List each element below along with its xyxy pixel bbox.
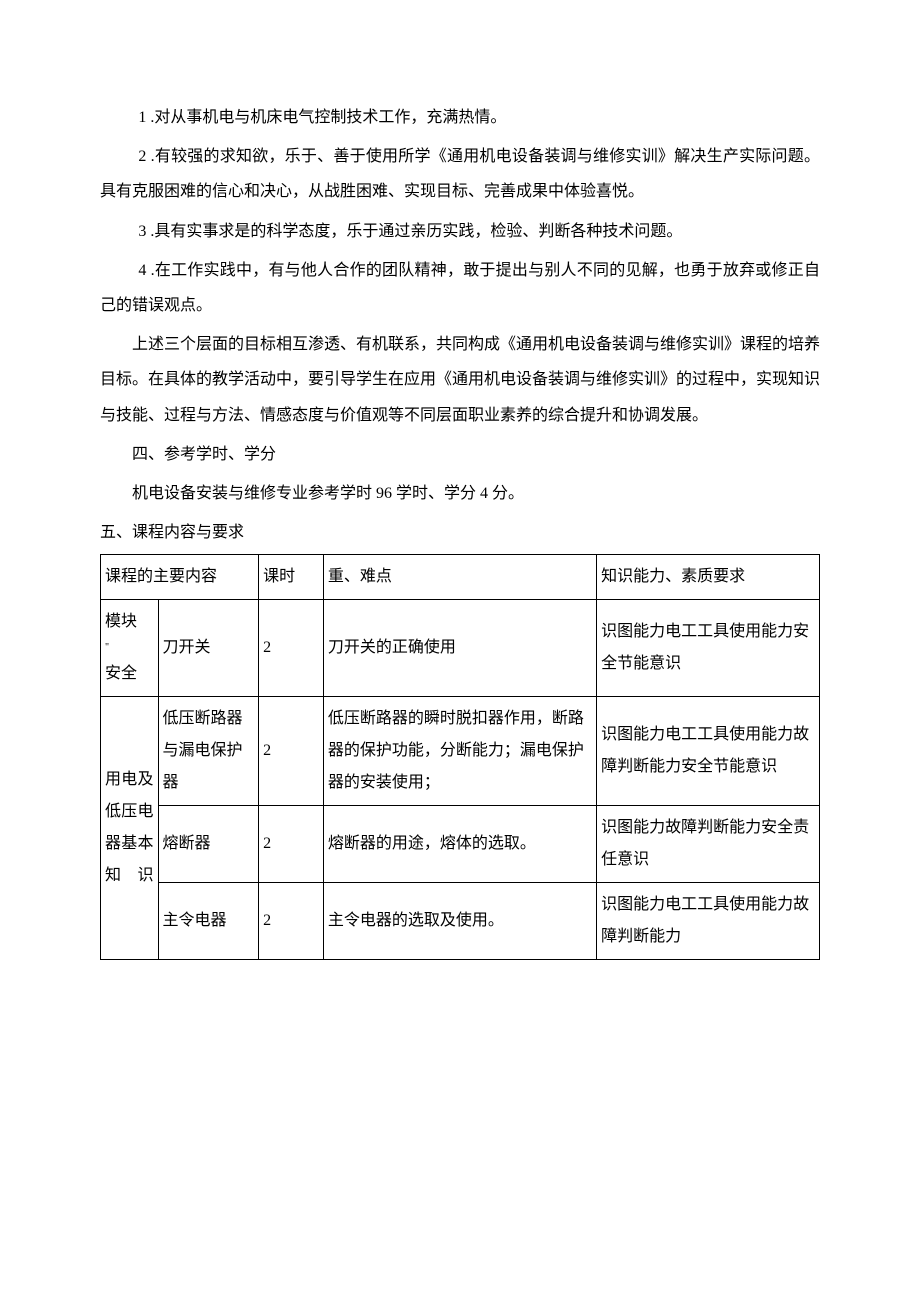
module-1-quote: " (105, 638, 154, 658)
module-2-label: 用电及低压电器基本知识 (101, 697, 159, 960)
paragraph-1: 1 .对从事机电与机床电气控制技术工作，充满热情。 (100, 100, 820, 135)
paragraph-2: 2 .有较强的求知欲，乐于、善于使用所学《通用机电设备装调与维修实训》解决生产实… (100, 139, 820, 209)
row3-req: 识图能力故障判断能力安全责任意识 (597, 806, 820, 883)
header-requirements: 知识能力、素质要求 (597, 555, 820, 600)
table-row: 熔断器 2 熔断器的用途，熔体的选取。 识图能力故障判断能力安全责任意识 (101, 806, 820, 883)
paragraph-4: 4 .在工作实践中，有与他人合作的团队精神，敢于提出与别人不同的见解，也勇于放弃… (100, 253, 820, 323)
course-content-table: 课程的主要内容 课时 重、难点 知识能力、素质要求 模块 " 安全 刀开关 2 … (100, 554, 820, 960)
paragraph-3: 3 .具有实事求是的科学态度，乐于通过亲历实践，检验、判断各种技术问题。 (100, 214, 820, 249)
row3-points: 熔断器的用途，熔体的选取。 (323, 806, 596, 883)
header-hours: 课时 (259, 555, 324, 600)
row4-points: 主令电器的选取及使用。 (323, 883, 596, 960)
row1-topic: 刀开关 (158, 600, 259, 697)
row4-req: 识图能力电工工具使用能力故障判断能力 (597, 883, 820, 960)
table-header-row: 课程的主要内容 课时 重、难点 知识能力、素质要求 (101, 555, 820, 600)
header-keypoints: 重、难点 (323, 555, 596, 600)
row4-topic: 主令电器 (158, 883, 259, 960)
row1-hours: 2 (259, 600, 324, 697)
paragraph-summary: 上述三个层面的目标相互渗透、有机联系，共同构成《通用机电设备装调与维修实训》课程… (100, 327, 820, 433)
row1-req: 识图能力电工工具使用能力安全节能意识 (597, 600, 820, 697)
row3-topic: 熔断器 (158, 806, 259, 883)
row2-hours: 2 (259, 697, 324, 806)
module-1-line2: 安全 (105, 658, 154, 690)
table-row: 用电及低压电器基本知识 低压断路器与漏电保护器 2 低压断路器的瞬时脱扣器作用，… (101, 697, 820, 806)
module-1-label: 模块 " 安全 (101, 600, 159, 697)
module-1-line1: 模块 (105, 606, 154, 638)
row3-hours: 2 (259, 806, 324, 883)
section-5-heading: 五、课程内容与要求 (100, 515, 820, 550)
section-4-content: 机电设备安装与维修专业参考学时 96 学时、学分 4 分。 (100, 476, 820, 511)
section-4-heading: 四、参考学时、学分 (100, 437, 820, 472)
table-row: 模块 " 安全 刀开关 2 刀开关的正确使用 识图能力电工工具使用能力安全节能意… (101, 600, 820, 697)
table-row: 主令电器 2 主令电器的选取及使用。 识图能力电工工具使用能力故障判断能力 (101, 883, 820, 960)
row2-req: 识图能力电工工具使用能力故障判断能力安全节能意识 (597, 697, 820, 806)
row1-points: 刀开关的正确使用 (323, 600, 596, 697)
header-main-content: 课程的主要内容 (101, 555, 259, 600)
row2-topic: 低压断路器与漏电保护器 (158, 697, 259, 806)
row4-hours: 2 (259, 883, 324, 960)
row2-points: 低压断路器的瞬时脱扣器作用，断路器的保护功能，分断能力；漏电保护器的安装使用； (323, 697, 596, 806)
